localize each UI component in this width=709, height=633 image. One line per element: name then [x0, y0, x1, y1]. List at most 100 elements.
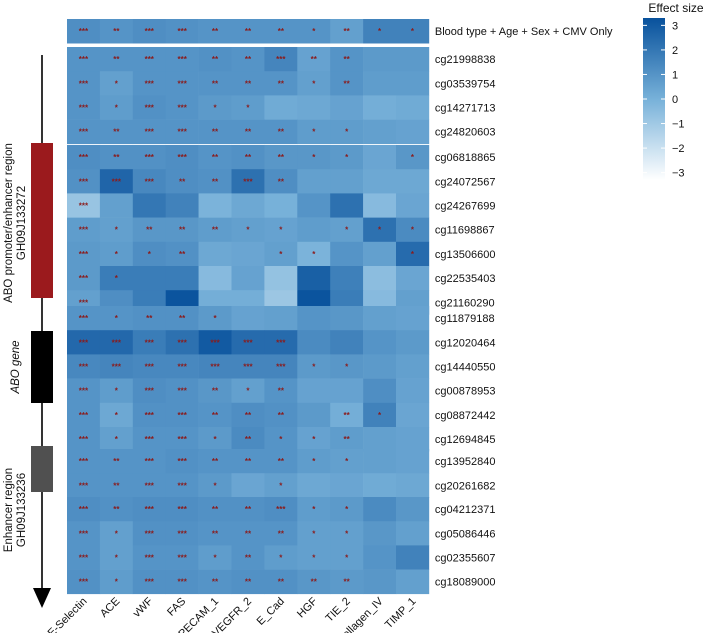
heatmap-cell [99, 71, 134, 96]
heatmap-cell [297, 95, 331, 120]
heatmap-cell [99, 193, 134, 218]
heatmap-cell [264, 330, 298, 355]
significance-star: *** [79, 411, 89, 420]
heatmap-cell [67, 497, 101, 522]
heatmap-cell [165, 266, 199, 291]
significance-star: * [312, 505, 316, 514]
heatmap-cell [363, 95, 397, 120]
heatmap-cell [67, 217, 101, 243]
row-label: cg13952840 [435, 456, 496, 468]
significance-star: *** [145, 104, 155, 113]
heatmap-cell [132, 497, 166, 522]
heatmap-cell [396, 354, 430, 379]
significance-star: * [115, 274, 119, 283]
significance-star: ** [212, 128, 219, 137]
significance-star: ** [245, 435, 252, 444]
heatmap-cell [67, 169, 101, 194]
heatmap-cell [297, 145, 331, 170]
abo-gene-label: ABO gene [10, 340, 22, 394]
heatmap-cell [198, 145, 232, 170]
heatmap-cell [363, 545, 397, 570]
heatmap-cell [297, 569, 331, 595]
significance-star: * [378, 411, 382, 420]
heatmap-cell [198, 569, 232, 595]
heatmap-cell [264, 19, 298, 44]
heatmap-cell [198, 95, 232, 120]
heatmap-cell [99, 497, 134, 522]
significance-star: * [378, 27, 382, 36]
heatmap-cell [198, 473, 232, 498]
significance-star: * [378, 226, 382, 235]
heatmap-cell [67, 427, 101, 452]
column-label: E-Selectin [46, 595, 90, 633]
heatmap-cell [231, 119, 265, 145]
heatmap-cell [330, 473, 364, 498]
heatmap-cell [231, 569, 265, 595]
significance-star: * [115, 104, 119, 113]
row-label: cg14440550 [435, 362, 496, 374]
significance-star: * [345, 505, 349, 514]
row-label: cg11879188 [435, 313, 495, 325]
heatmap-cell [198, 217, 232, 243]
significance-star: ** [311, 55, 318, 64]
heatmap-cell [330, 145, 364, 170]
heatmap-cell [198, 402, 232, 428]
significance-star: * [115, 387, 119, 396]
heatmap-cell [165, 119, 199, 145]
significance-star: *** [145, 457, 155, 466]
heatmap-cell [363, 402, 397, 428]
legend-tick-label: −1 [672, 119, 685, 131]
significance-star: ** [344, 435, 351, 444]
heatmap-cell [67, 71, 101, 96]
heatmap-cell [99, 521, 134, 546]
row-label: cg14271713 [435, 103, 496, 115]
heatmap-cell [330, 569, 364, 595]
heatmap-cell [363, 354, 397, 379]
significance-star: ** [113, 505, 120, 514]
significance-star: *** [79, 274, 89, 283]
heatmap-cell [198, 449, 232, 474]
significance-star: *** [177, 55, 187, 64]
heatmap-cell [99, 473, 134, 498]
heatmap-cell [198, 497, 232, 522]
significance-star: ** [245, 554, 252, 563]
row-label: cg06818865 [435, 152, 496, 164]
heatmap-cell [396, 306, 430, 331]
heatmap-cell [99, 330, 134, 355]
significance-star: *** [177, 578, 187, 587]
heatmap-cell [132, 354, 166, 379]
heatmap-cell [264, 47, 298, 72]
significance-star: * [345, 226, 349, 235]
heatmap-cell [67, 473, 101, 498]
heatmap-cell [132, 473, 166, 498]
significance-star: * [279, 481, 283, 490]
heatmap-cell [396, 497, 430, 522]
heatmap-cell [67, 402, 101, 428]
heatmap-cell [165, 47, 199, 72]
heatmap-cell [67, 95, 101, 120]
heatmap-cell [165, 521, 199, 546]
heatmap-cell [165, 473, 199, 498]
significance-star: * [345, 128, 349, 137]
significance-star: * [279, 435, 283, 444]
heatmap-cell [297, 119, 331, 145]
heatmap-cell [132, 449, 166, 474]
significance-star: ** [278, 153, 285, 162]
heatmap-cell [231, 473, 265, 498]
significance-star: ** [212, 505, 219, 514]
heatmap-cell [165, 145, 199, 170]
heatmap-cell [363, 71, 397, 96]
significance-star: * [213, 481, 217, 490]
heatmap-cell [330, 521, 364, 546]
significance-star: ** [212, 177, 219, 186]
heatmap-cell [363, 306, 397, 331]
heatmap-cell [396, 169, 430, 194]
significance-star: *** [79, 128, 89, 137]
significance-star: *** [145, 387, 155, 396]
significance-star: * [312, 529, 316, 538]
column-label: ACE [98, 595, 122, 619]
heatmap-cell [231, 497, 265, 522]
significance-star: ** [278, 27, 285, 36]
heatmap-cell [264, 354, 298, 379]
